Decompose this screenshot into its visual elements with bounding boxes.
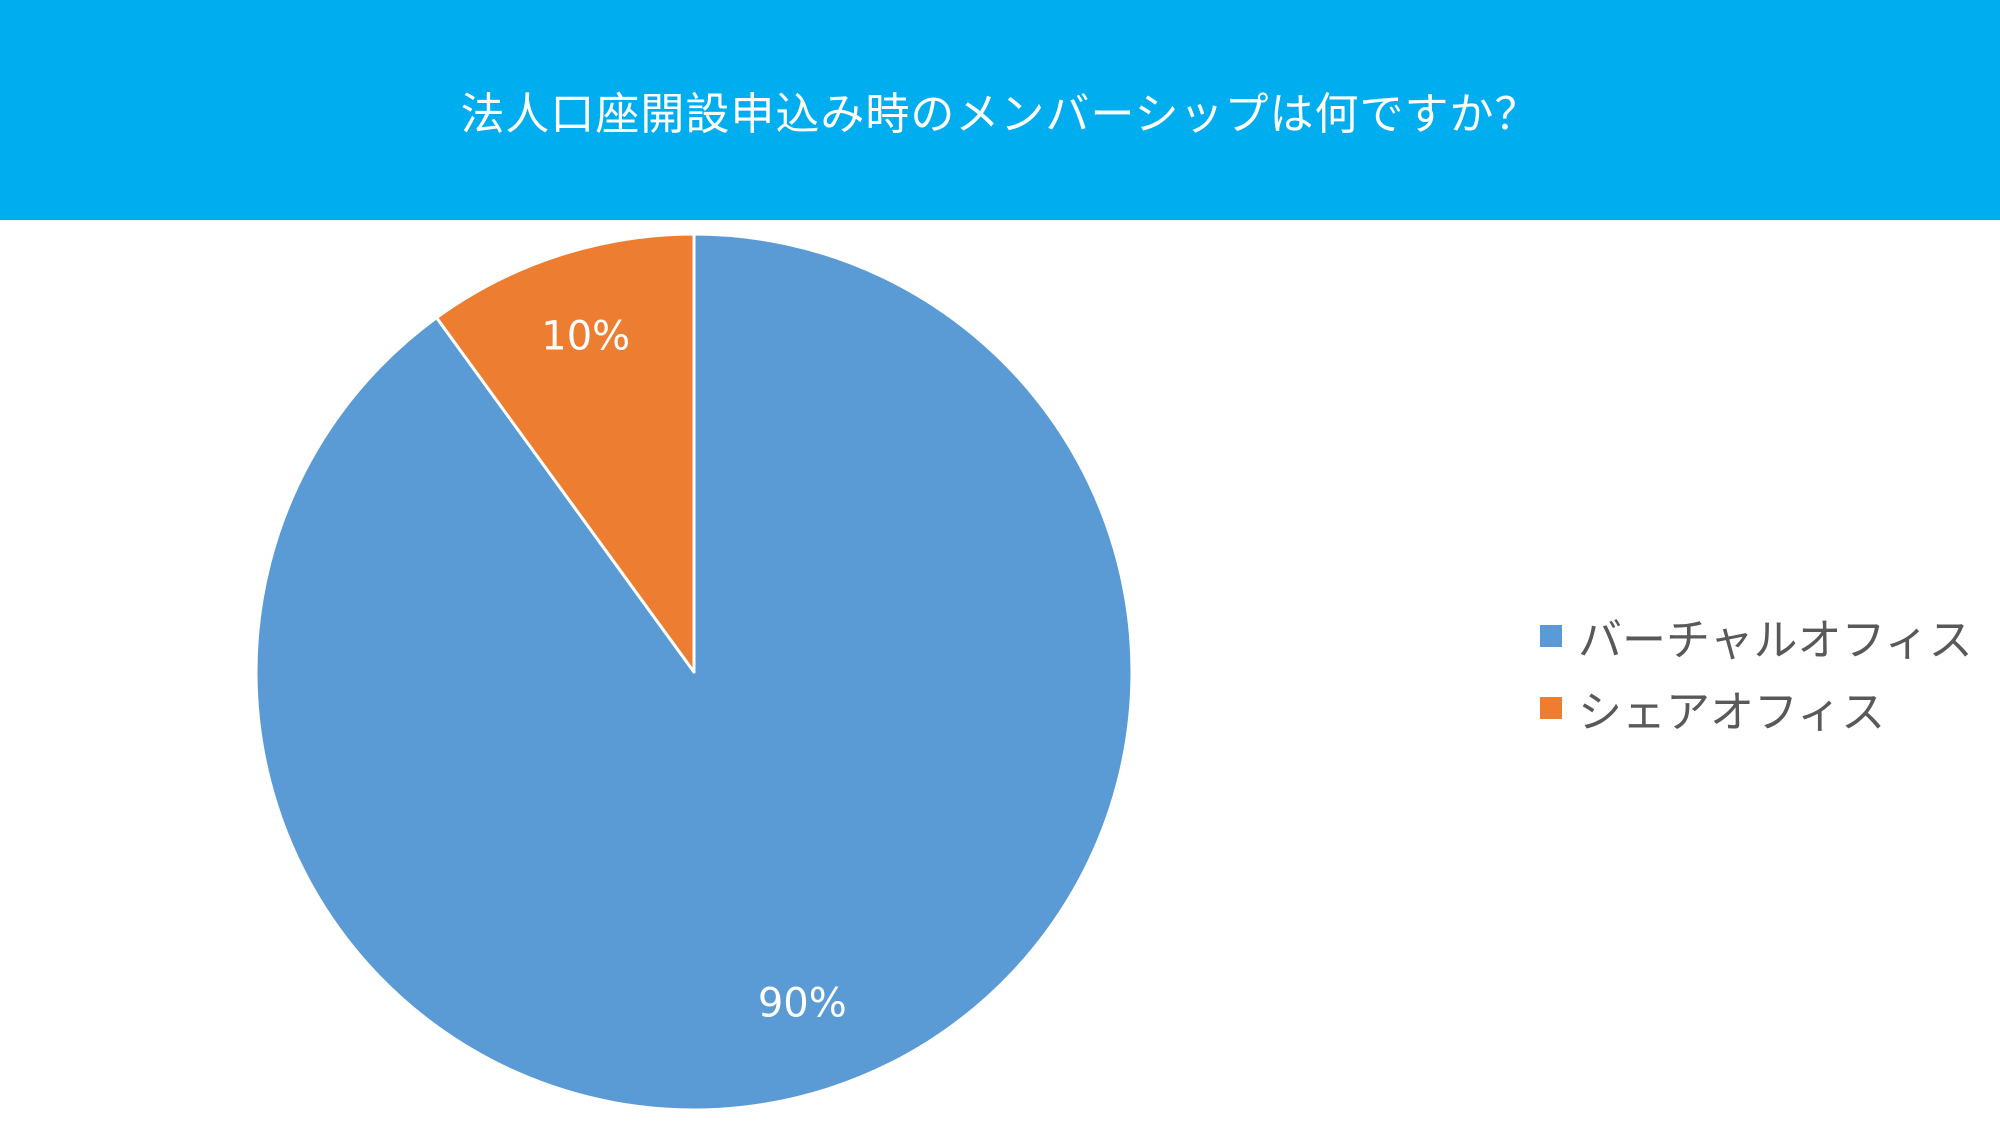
data-label-share-office: 10% xyxy=(541,314,630,360)
pie-slice-virtual-office xyxy=(254,232,1134,1112)
legend-item-share-office: シェアオフィス xyxy=(1540,672,1973,744)
legend-label: バーチャルオフィス xyxy=(1578,615,1973,666)
legend-swatch xyxy=(1540,625,1562,647)
pie-slice-share-office xyxy=(435,232,696,674)
legend: バーチャルオフィス シェアオフィス xyxy=(1540,600,1973,744)
legend-label: シェアオフィス xyxy=(1578,687,1886,738)
header-banner: 法人口座開設申込み時のメンバーシップは何ですか？ xyxy=(0,0,2000,220)
legend-swatch xyxy=(1540,697,1562,719)
legend-item-virtual-office: バーチャルオフィス xyxy=(1540,600,1973,672)
data-label-virtual-office: 90% xyxy=(758,980,847,1026)
chart-title: 法人口座開設申込み時のメンバーシップは何ですか？ xyxy=(460,89,1540,140)
